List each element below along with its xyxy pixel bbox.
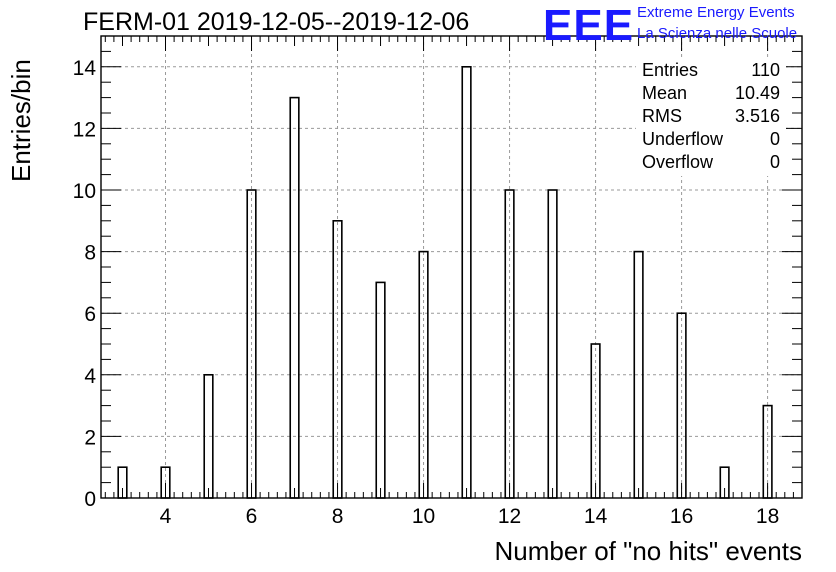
stat-label: Underflow (642, 129, 724, 149)
x-tick-label: 4 (160, 505, 172, 528)
stat-row-underflow: Underflow 0 (642, 129, 780, 151)
x-tick-label: 6 (246, 505, 258, 528)
histogram-bar (461, 66, 472, 499)
x-tick-label: 8 (332, 505, 344, 528)
histogram-bar (547, 189, 558, 499)
y-tick-label: 10 (73, 180, 96, 203)
x-tick-label: 10 (412, 505, 435, 528)
axes (100, 35, 803, 499)
tick-labels: 4 6 8 10 12 14 16 18 0 2 4 6 8 10 12 14 (73, 57, 780, 528)
stat-row-mean: Mean 10.49 (642, 83, 780, 105)
stat-row-overflow: Overflow 0 (642, 152, 780, 174)
x-tick-label: 18 (756, 505, 779, 528)
stat-value: 10.49 (734, 83, 780, 103)
stat-label: RMS (642, 106, 682, 126)
stat-label: Entries (642, 60, 699, 80)
histogram-bar (289, 96, 300, 499)
y-tick-label: 0 (84, 488, 96, 511)
stat-label: Overflow (642, 152, 714, 172)
stat-value: 3.516 (734, 106, 780, 126)
stat-label: Mean (642, 83, 688, 103)
stat-value: 0 (769, 152, 780, 172)
y-tick-label: 6 (84, 303, 96, 326)
chart-title: FERM-01 2019-12-05--2019-12-06 (83, 8, 470, 36)
eee-logo: EEE (543, 1, 635, 50)
x-tick-label: 16 (670, 505, 693, 528)
y-axis-label: Entries/bin (6, 59, 36, 182)
x-tick-label: 14 (584, 505, 608, 528)
x-axis-label: Number of "no hits" events (494, 536, 803, 566)
y-tick-label: 4 (84, 365, 96, 388)
y-tick-label: 8 (84, 242, 96, 265)
stat-value: 110 (751, 60, 780, 80)
y-tick-label: 14 (73, 57, 97, 80)
stat-row-entries: Entries 110 (642, 60, 780, 82)
histogram-bar (375, 281, 386, 499)
logo-subtitle-2: La Scienza nelle Scuole (637, 25, 798, 42)
y-tick-label: 12 (73, 118, 96, 141)
stat-value: 0 (769, 129, 780, 149)
x-tick-label: 12 (498, 505, 521, 528)
stat-row-rms: RMS 3.516 (642, 106, 780, 128)
stats-box: Entries 110 Mean 10.49 RMS 3.516 Underfl… (636, 60, 786, 176)
logo-subtitle-1: Extreme Energy Events (637, 4, 795, 21)
y-tick-label: 2 (84, 426, 96, 449)
